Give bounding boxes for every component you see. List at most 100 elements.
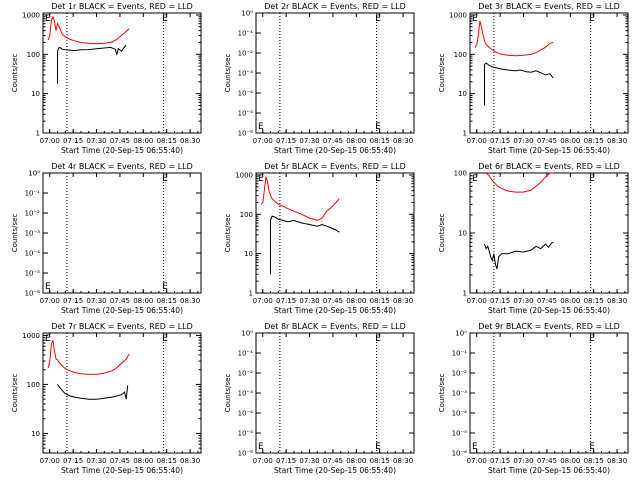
y-tick-label: 1000 [22,11,40,19]
plot-frame [42,332,202,454]
x-tick-label: 07:15 [276,457,296,465]
x-tick-label: 08:15 [370,457,390,465]
y-tick-label: 100 [454,51,467,59]
e-marker-left: E [472,442,478,452]
y-axis-label: Counts/sec [224,54,232,93]
x-tick-label: 07:00 [467,457,487,465]
x-axis-label: Start Time (20-Sep-15 06:55:40) [488,466,610,475]
e-marker-bottom: E [162,282,168,292]
x-tick-label: 08:00 [133,297,153,305]
series-lld-line [260,176,340,221]
x-axis-label: Start Time (20-Sep-15 06:55:40) [274,306,396,315]
e-marker-left: E [258,122,264,132]
y-axis-label: Counts/sec [438,54,446,93]
y-tick-label: 10⁻⁵ [238,110,254,118]
e-marker-left: E [45,282,51,292]
y-tick-label: 10⁻⁶ [452,450,468,458]
x-tick-label: 07:00 [467,137,487,145]
x-tick-label: 08:30 [607,457,627,465]
y-tick-label: 10⁰ [241,330,253,338]
x-tick-label: 08:30 [607,137,627,145]
x-tick-label: 07:00 [467,297,487,305]
y-axis-label: Counts/sec [11,214,19,253]
x-tick-label: 08:00 [346,297,366,305]
x-tick-label: 08:30 [180,457,200,465]
x-tick-label: 07:00 [253,297,273,305]
series-events-line [57,44,127,84]
x-tick-label: 08:15 [584,137,604,145]
y-tick-label: 100 [454,170,467,178]
panel-title: Det 3r BLACK = Events, RED = LLD [478,2,620,11]
x-axis-label: Start Time (20-Sep-15 06:55:40) [61,306,183,315]
x-tick-label: 07:15 [490,457,510,465]
y-axis-label: Counts/sec [438,214,446,253]
e-marker-bottom: E [589,442,595,452]
x-axis-label: Start Time (20-Sep-15 06:55:40) [61,146,183,155]
x-tick-label: 07:15 [63,457,83,465]
e-marker: E [589,334,595,344]
y-tick-label: 10 [31,90,40,98]
y-tick-label: 10 [244,250,253,258]
x-tick-label: 08:00 [560,137,580,145]
series-events-line [484,62,554,106]
e-marker-bottom: E [375,122,381,132]
y-tick-label: 1000 [235,171,253,179]
e-marker-left: E [45,334,51,344]
panel-title: Det 2r BLACK = Events, RED = LLD [264,2,406,11]
x-tick-label: 07:30 [513,457,533,465]
x-tick-label: 07:15 [63,137,83,145]
plot-frame [42,12,202,134]
y-tick-label: 10 [458,230,467,238]
plot-frame [469,12,629,134]
x-tick-label: 08:30 [393,137,413,145]
series-events-line [270,215,340,275]
y-tick-label: 10⁻⁶ [238,450,254,458]
panel-title: Det 6r BLACK = Events, RED = LLD [478,162,620,171]
series-lld-line [474,20,554,57]
x-tick-label: 07:00 [40,457,60,465]
x-tick-label: 07:30 [86,457,106,465]
e-marker-left: E [472,14,478,24]
panel-title: Det 1r BLACK = Events, RED = LLD [51,2,193,11]
y-tick-label: 1 [463,130,467,138]
y-axis-label: Counts/sec [11,374,19,413]
y-tick-label: 100 [27,51,40,59]
x-tick-label: 08:00 [133,457,153,465]
panel-title: Det 7r BLACK = Events, RED = LLD [51,322,193,331]
y-axis-label: Counts/sec [224,374,232,413]
x-axis-label: Start Time (20-Sep-15 06:55:40) [61,466,183,475]
y-tick-label: 10⁻⁵ [238,430,254,438]
x-tick-label: 08:30 [393,457,413,465]
x-tick-label: 07:15 [276,297,296,305]
y-axis-label: Counts/sec [224,214,232,253]
y-tick-label: 10⁻² [238,50,254,58]
x-tick-label: 08:00 [560,457,580,465]
series-lld-line [47,15,130,45]
x-tick-label: 08:30 [180,137,200,145]
y-tick-label: 10⁰ [455,330,467,338]
e-marker-left: E [45,14,51,24]
x-tick-label: 07:00 [253,457,273,465]
series-events-line [484,241,554,270]
plot-frame [255,172,415,294]
x-tick-label: 07:45 [110,457,130,465]
y-tick-label: 10⁻² [238,370,254,378]
e-marker: E [589,174,595,184]
e-marker-bottom: E [375,442,381,452]
x-tick-label: 07:15 [490,137,510,145]
x-tick-label: 07:45 [537,457,557,465]
y-tick-label: 10⁻⁶ [25,290,41,298]
e-marker: E [162,334,168,344]
y-tick-label: 10⁻⁴ [238,410,254,418]
x-tick-label: 07:45 [110,297,130,305]
y-tick-label: 10 [458,90,467,98]
y-tick-label: 100 [27,381,40,389]
x-tick-label: 07:30 [513,297,533,305]
x-tick-label: 07:15 [63,297,83,305]
x-tick-label: 08:15 [584,297,604,305]
x-tick-label: 08:00 [346,457,366,465]
x-tick-label: 07:45 [537,297,557,305]
x-tick-label: 07:30 [86,137,106,145]
